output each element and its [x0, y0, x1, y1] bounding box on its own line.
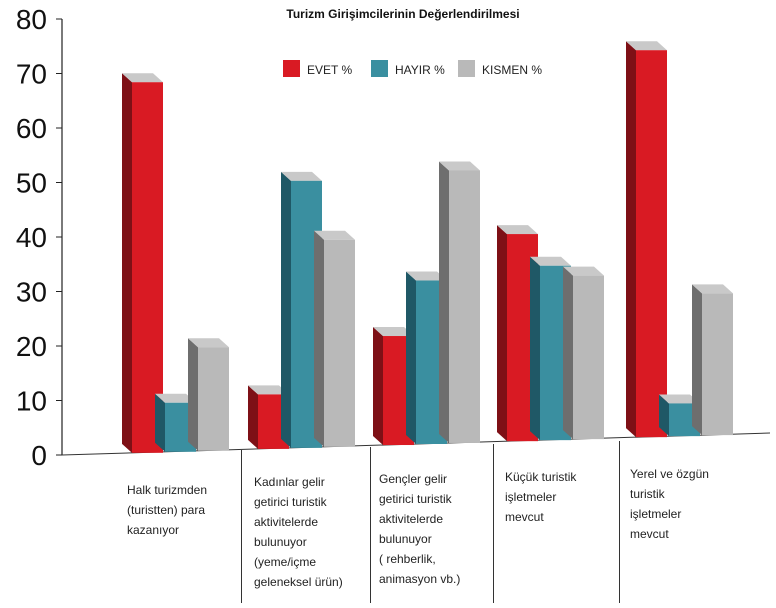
- bar-top: [188, 338, 229, 348]
- bar-top: [439, 161, 480, 171]
- bar-front: [198, 347, 229, 451]
- bar-top: [122, 73, 163, 83]
- x-category-label-1: Halk turizmden (turistten) para kazanıyor: [127, 480, 207, 540]
- bar-top: [497, 225, 538, 235]
- bar-1-1: [122, 73, 163, 453]
- bar-top: [530, 256, 571, 266]
- bar-front: [573, 275, 604, 440]
- x-category-label-line: aktivitelerde: [254, 515, 319, 529]
- y-tick-label: 40: [16, 222, 47, 253]
- bar-top: [155, 393, 196, 403]
- legend-swatch-1: [283, 60, 300, 77]
- category-divider: [619, 441, 620, 603]
- legend-label-1: EVET %: [307, 63, 352, 77]
- bar-5-3: [692, 284, 733, 436]
- bars-group: [122, 41, 733, 453]
- y-tick-label: 30: [16, 277, 47, 308]
- bar-top: [406, 271, 447, 281]
- bar-side: [281, 171, 291, 448]
- bar-side: [530, 256, 540, 441]
- bar-top: [373, 327, 414, 337]
- bar-5-1: [626, 41, 667, 438]
- category-divider: [241, 450, 242, 603]
- bar-top: [314, 230, 355, 240]
- bar-side: [626, 41, 636, 438]
- x-category-label-4: Küçük turistik işletmeler mevcut: [505, 467, 576, 527]
- x-category-label-line: (turistten) para: [127, 503, 206, 517]
- bar-2-3: [314, 230, 355, 447]
- legend-swatch-2: [371, 60, 388, 77]
- bar-front: [324, 239, 355, 447]
- bar-front: [132, 82, 163, 453]
- y-tick-label: 50: [16, 168, 47, 199]
- x-category-label-line: işletmeler: [505, 490, 557, 504]
- x-category-label-line: turistik: [630, 487, 665, 501]
- x-category-label-line: getirici turistik: [254, 495, 327, 509]
- legend-swatch-3: [458, 60, 475, 77]
- bar-side: [314, 230, 324, 447]
- x-category-label-line: getirici turistik: [379, 492, 452, 506]
- category-divider: [493, 444, 494, 603]
- x-category-label-5: Yerel ve özgün turistik işletmeler mevcut: [630, 464, 709, 544]
- x-category-label-line: mevcut: [630, 527, 669, 541]
- bar-1-3: [188, 338, 229, 451]
- bar-side: [122, 73, 132, 453]
- x-category-label-line: Gençler gelir: [379, 472, 448, 486]
- x-category-label-line: geleneksel ürün): [254, 575, 343, 589]
- x-category-label-line: ( rehberlik,: [379, 552, 436, 566]
- bar-4-3: [563, 266, 604, 440]
- y-tick-label: 70: [16, 59, 47, 90]
- bar-side: [188, 338, 198, 451]
- bar-side: [497, 225, 507, 442]
- x-category-label-line: Küçük turistik: [505, 470, 577, 484]
- x-category-label-3: Gençler gelir getirici turistik aktivitele…: [379, 469, 460, 589]
- x-category-label-2: Kadınlar gelir getirici turistik aktivitel…: [254, 472, 343, 592]
- x-category-label-line: bulunuyor: [379, 532, 432, 546]
- bar-side: [406, 271, 416, 444]
- bar-front: [702, 293, 733, 436]
- x-category-label-line: Halk turizmden: [127, 483, 208, 497]
- legend: EVET % HAYIR % KISMEN %: [283, 60, 542, 77]
- x-category-label-line: aktivitelerde: [379, 512, 444, 526]
- bar-side: [659, 394, 669, 437]
- bar-top: [563, 266, 604, 276]
- bar-side: [439, 161, 449, 443]
- x-category-label-line: animasyon vb.): [379, 572, 461, 586]
- bar-side: [373, 327, 383, 446]
- bar-side: [155, 393, 165, 452]
- y-tick-label: 80: [16, 4, 47, 35]
- bar-side: [563, 266, 573, 440]
- x-category-label-line: işletmeler: [630, 507, 682, 521]
- bar-top: [248, 385, 289, 395]
- category-divider: [370, 447, 371, 603]
- x-category-label-line: kazanıyor: [127, 523, 180, 537]
- x-category-label-line: (yeme/içme: [254, 555, 317, 569]
- bar-top: [659, 394, 700, 404]
- bar-side: [692, 284, 702, 436]
- x-category-label-line: bulunuyor: [254, 535, 307, 549]
- x-category-label-line: Kadınlar gelir: [254, 475, 325, 489]
- y-tick-label: 10: [16, 386, 47, 417]
- x-category-label-line: Yerel ve özgün: [630, 467, 709, 481]
- bar-top: [692, 284, 733, 294]
- bar-side: [248, 385, 258, 449]
- bar-front: [636, 50, 667, 438]
- y-tick-label: 60: [16, 113, 47, 144]
- legend-label-3: KISMEN %: [482, 63, 542, 77]
- bar-top: [626, 41, 667, 51]
- y-tick-label: 20: [16, 331, 47, 362]
- bar-3-3: [439, 161, 480, 443]
- y-tick-label: 0: [31, 440, 47, 471]
- bar-front: [449, 170, 480, 443]
- legend-label-2: HAYIR %: [395, 63, 445, 77]
- x-category-label-line: mevcut: [505, 510, 544, 524]
- chart-title: Turizm Girişimcilerinin Değerlendirilmes…: [286, 7, 519, 21]
- bar-top: [281, 171, 322, 181]
